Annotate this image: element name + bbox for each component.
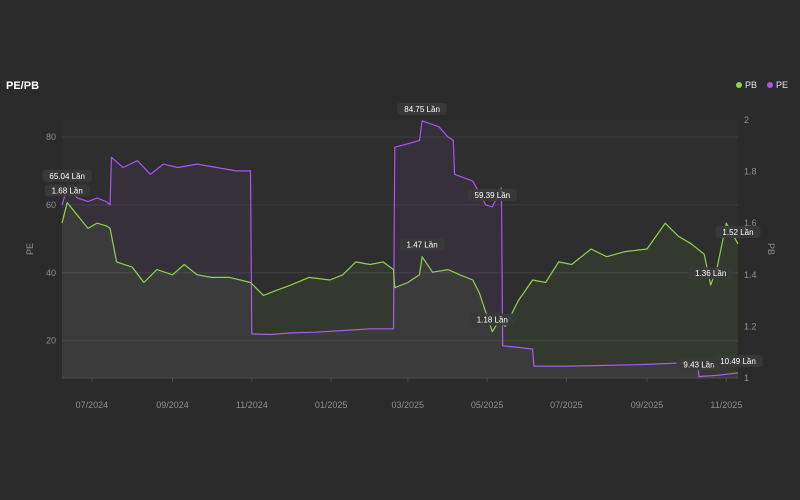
x-tick-label: 05/2025: [471, 400, 504, 410]
y-left-tick-label: 40: [46, 268, 56, 278]
y-right-tick-label: 1.6: [744, 218, 757, 228]
y-right-tick-label: 1.8: [744, 167, 757, 177]
annotation-label-pe: 84.75 Lần: [404, 105, 440, 114]
legend-label-pe: PE: [775, 80, 788, 90]
annotation-label-pb: 1.47 Lần: [407, 241, 438, 250]
annotation-badge: [397, 102, 447, 115]
annotation-label-pb: 1.52 Lần: [722, 228, 753, 237]
legend-dot-pe: [766, 82, 773, 88]
y-right-tick-label: 2: [744, 115, 749, 125]
series-area-pb: [62, 202, 738, 378]
legend-item-pb[interactable]: PB: [735, 80, 757, 90]
annotation-label-pe: 59.39 Lần: [475, 191, 511, 200]
x-tick-label: 09/2024: [156, 400, 189, 410]
annotation-label-pe: 65.04 Lần: [49, 172, 85, 181]
annotation-label-pb: 1.18 Lần: [477, 316, 508, 325]
legend-item-pe[interactable]: PE: [766, 80, 788, 90]
annotation-badge: [44, 184, 90, 197]
y-right-tick-label: 1: [744, 373, 749, 383]
x-tick-label: 03/2025: [392, 400, 425, 410]
y-left-tick-label: 80: [46, 132, 56, 142]
annotation-label-pe: 10.49 Lần: [720, 357, 756, 366]
y-right-tick-label: 1.4: [744, 270, 757, 280]
legend-dot-pb: [735, 82, 742, 88]
annotation-badge: [688, 267, 734, 280]
y-right-axis-label: PB: [766, 243, 776, 255]
x-tick-label: 07/2025: [550, 400, 583, 410]
annotation-label-pe: 9.43 Lần: [683, 361, 714, 370]
series-area-pe: [62, 120, 738, 379]
annotation-badge: [713, 354, 763, 367]
x-tick-label: 01/2025: [315, 400, 348, 410]
series-line-pe: [61, 120, 739, 378]
annotation-badge: [42, 169, 92, 182]
annotation-badge: [715, 225, 761, 238]
x-tick-label: 09/2025: [631, 400, 664, 410]
annotation-badge: [469, 313, 515, 326]
annotation-label-pb: 1.36 Lần: [695, 269, 726, 278]
chart-legend: PB PE: [735, 80, 788, 90]
y-right-tick-label: 1.2: [744, 321, 757, 331]
annotation-badge: [399, 238, 445, 251]
legend-label-pb: PB: [744, 80, 757, 90]
y-left-tick-label: 60: [46, 200, 56, 210]
y-left-tick-label: 20: [46, 336, 56, 346]
annotation-label-pb: 1.68 Lần: [52, 187, 83, 196]
x-tick-label: 11/2025: [710, 400, 742, 410]
annotation-badge: [676, 358, 722, 371]
page-title: PE/PB: [6, 80, 40, 92]
series-line-pb: [61, 202, 739, 333]
y-left-axis-label: PE: [25, 243, 35, 255]
annotation-badge: [467, 188, 517, 201]
x-tick-label: 11/2024: [236, 400, 268, 410]
x-tick-label: 07/2024: [76, 400, 109, 410]
